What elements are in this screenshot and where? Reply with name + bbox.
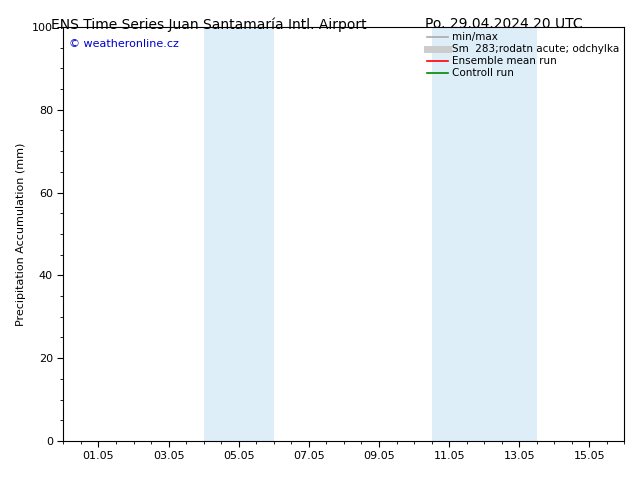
Text: ENS Time Series Juan Santamaría Intl. Airport: ENS Time Series Juan Santamaría Intl. Ai… [51,17,366,32]
Legend: min/max, Sm  283;rodatn acute; odchylka, Ensemble mean run, Controll run: min/max, Sm 283;rodatn acute; odchylka, … [425,30,621,80]
Bar [204,27,239,441]
Bar [239,27,274,441]
Text: © weatheronline.cz: © weatheronline.cz [69,39,179,49]
Bar [432,27,484,441]
Y-axis label: Precipitation Accumulation (mm): Precipitation Accumulation (mm) [16,142,27,326]
Bar [484,27,537,441]
Text: Po. 29.04.2024 20 UTC: Po. 29.04.2024 20 UTC [425,17,583,31]
